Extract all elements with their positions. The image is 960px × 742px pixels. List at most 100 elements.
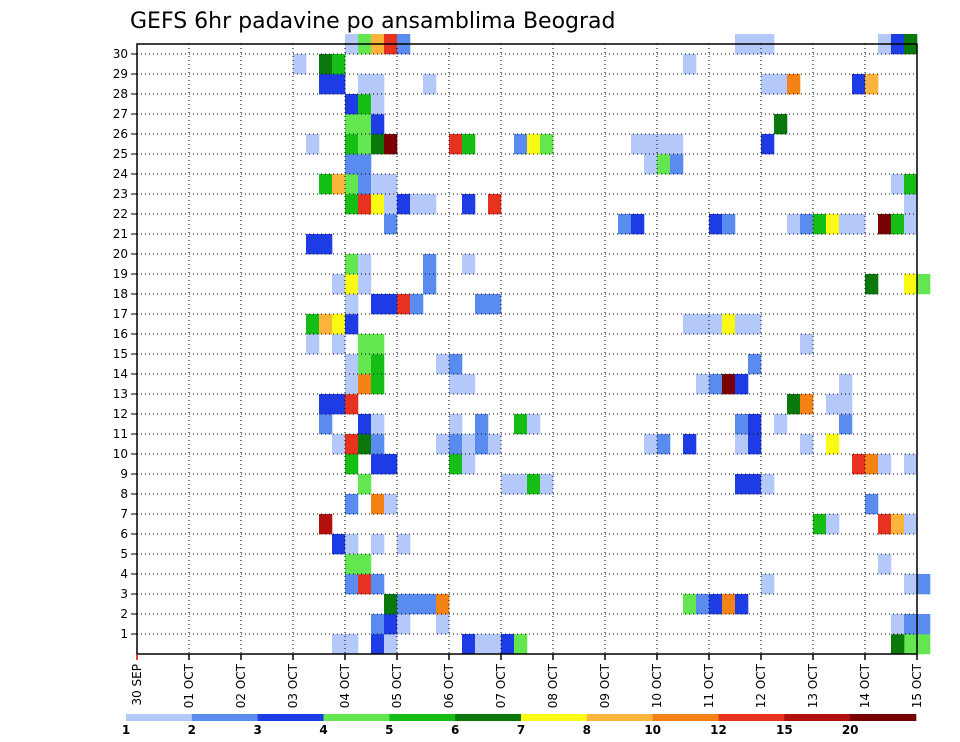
precip-cell — [319, 234, 333, 255]
precip-cell — [891, 514, 905, 535]
x-tick-label: 15 OCT — [910, 663, 924, 708]
y-tick-label: 13 — [113, 387, 128, 401]
y-tick-label: 7 — [120, 507, 128, 521]
precip-cell — [761, 474, 775, 495]
x-tick-label: 08 OCT — [546, 663, 560, 708]
precip-cell — [384, 454, 398, 475]
precip-cell — [540, 474, 554, 495]
precip-cell — [826, 434, 840, 455]
precip-cell — [371, 174, 385, 195]
precip-cell — [540, 134, 554, 155]
precip-cell — [475, 634, 489, 655]
precip-cell — [371, 294, 385, 315]
precip-cell — [657, 434, 671, 455]
precip-cell — [345, 354, 359, 375]
precip-cell — [800, 394, 814, 415]
precip-cell — [371, 574, 385, 595]
y-tick-label: 29 — [113, 67, 128, 81]
colorbar-label: 20 — [842, 723, 859, 737]
precip-cell — [345, 154, 359, 175]
y-tick-label: 4 — [120, 567, 128, 581]
precip-cell — [397, 534, 411, 555]
precip-cell — [774, 414, 788, 435]
precip-cell — [332, 434, 346, 455]
precip-cell — [371, 414, 385, 435]
precip-cell — [722, 594, 736, 615]
precip-cell — [306, 314, 320, 335]
y-tick-label: 24 — [113, 167, 128, 181]
precip-cell — [358, 354, 372, 375]
precip-cell — [748, 354, 762, 375]
precip-cell — [332, 74, 346, 95]
precip-cell — [839, 214, 853, 235]
precip-cell — [371, 334, 385, 355]
precip-cell — [436, 434, 450, 455]
precip-cell — [709, 594, 723, 615]
precip-cell — [449, 434, 463, 455]
precip-cell — [891, 614, 905, 635]
precip-cell — [917, 634, 931, 655]
y-tick-label: 20 — [113, 247, 128, 261]
y-axis: 1234567891011121314151617181920212223242… — [113, 47, 137, 641]
precip-cell — [306, 134, 320, 155]
precip-cell — [319, 514, 333, 535]
colorbar-label: 15 — [776, 723, 793, 737]
y-tick-label: 27 — [113, 107, 128, 121]
precip-cell — [358, 134, 372, 155]
precip-cell — [345, 274, 359, 295]
precip-cell — [345, 574, 359, 595]
precip-cell — [878, 214, 892, 235]
precip-cell — [319, 394, 333, 415]
y-tick-label: 18 — [113, 287, 128, 301]
x-tick-label: 09 OCT — [598, 663, 612, 708]
precip-cell — [345, 94, 359, 115]
colorbar-swatch — [191, 714, 258, 721]
precip-cell — [371, 74, 385, 95]
precip-cell — [904, 574, 918, 595]
precip-cell — [449, 134, 463, 155]
precip-cell — [371, 634, 385, 655]
precip-cell — [735, 374, 749, 395]
precip-cell — [904, 614, 918, 635]
x-tick-label: 01 OCT — [182, 663, 196, 708]
y-tick-label: 16 — [113, 327, 128, 341]
y-tick-label: 21 — [113, 227, 128, 241]
precip-cell — [358, 434, 372, 455]
colorbar-swatch — [455, 714, 522, 721]
precip-cell — [852, 454, 866, 475]
precip-cell — [904, 454, 918, 475]
precip-cell — [345, 294, 359, 315]
precip-cell — [852, 74, 866, 95]
colorbar-swatch — [850, 714, 917, 721]
x-tick-label: 12 OCT — [754, 663, 768, 708]
precip-cell — [384, 634, 398, 655]
y-tick-label: 17 — [113, 307, 128, 321]
precip-cell — [722, 374, 736, 395]
precip-cell — [748, 414, 762, 435]
y-tick-label: 10 — [113, 447, 128, 461]
precip-cell — [670, 134, 684, 155]
precip-cell — [917, 274, 931, 295]
precip-cell — [384, 494, 398, 515]
x-tick-label: 14 OCT — [858, 663, 872, 708]
precip-cell — [904, 274, 918, 295]
precip-cell — [358, 74, 372, 95]
precip-cell — [748, 434, 762, 455]
precip-cell — [397, 594, 411, 615]
precip-cell — [358, 154, 372, 175]
y-tick-label: 11 — [113, 427, 128, 441]
precip-cell — [436, 354, 450, 375]
x-tick-label: 03 OCT — [286, 663, 300, 708]
x-axis: 30 SEP 01 OCT 02 OCT 03 OCT 04 OCT 05 OCT 06 O… — [130, 654, 924, 708]
precip-cell — [449, 454, 463, 475]
precip-cell — [774, 114, 788, 135]
precip-cell — [358, 334, 372, 355]
precip-cell — [709, 214, 723, 235]
precip-cell — [683, 314, 697, 335]
colorbar-label: 12 — [710, 723, 727, 737]
precip-cell — [410, 194, 424, 215]
chart-title: GEFS 6hr padavine po ansamblima Beograd — [130, 9, 616, 34]
precip-cell — [319, 74, 333, 95]
precip-cell — [514, 634, 528, 655]
precip-cell — [332, 174, 346, 195]
